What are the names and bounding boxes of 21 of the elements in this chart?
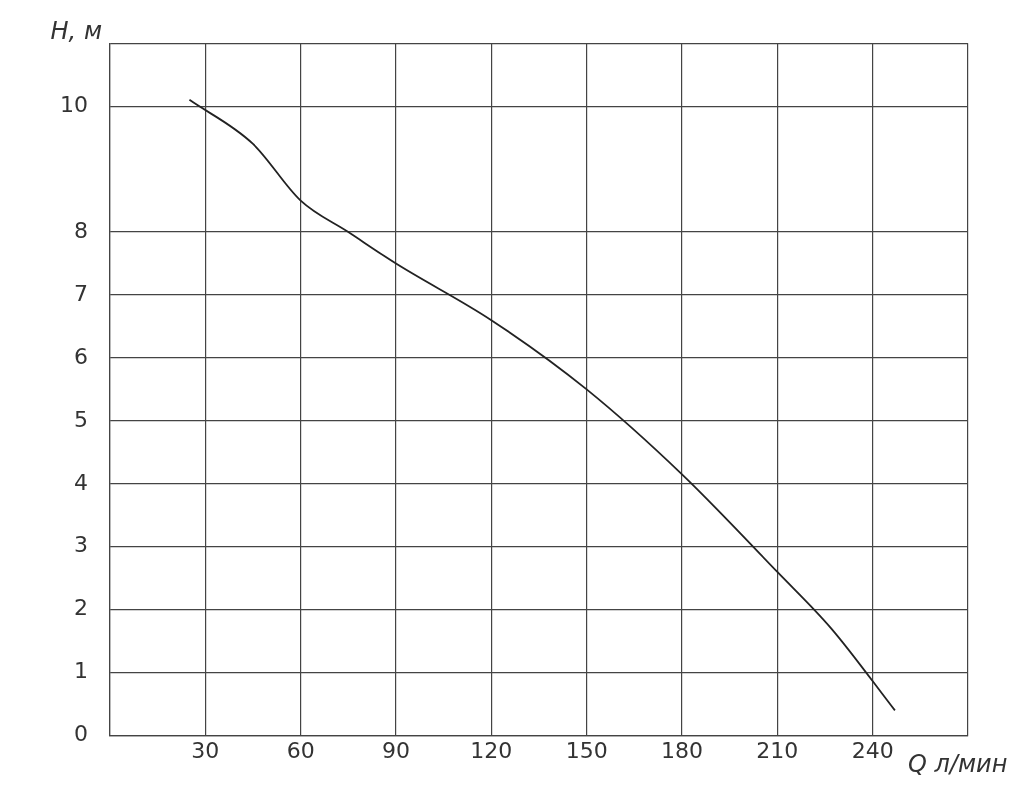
y-tick-label: 3	[73, 532, 88, 558]
x-tick-label: 210	[756, 737, 799, 763]
x-axis-title: Q л/мин	[908, 749, 1008, 778]
x-tick-label: 120	[470, 737, 513, 763]
x-tick-label: 150	[565, 737, 608, 763]
x-tick-label: 240	[851, 737, 894, 763]
y-tick-label: 1	[73, 658, 88, 684]
x-tick-label: 60	[286, 737, 315, 763]
y-tick-label: 7	[73, 280, 88, 306]
x-tick-label: 90	[382, 737, 410, 763]
line-series	[188, 98, 896, 712]
x-tick-label: 30	[191, 737, 220, 763]
y-tick-label: 10	[59, 91, 88, 117]
y-tick-label: 5	[73, 406, 88, 432]
x-tick-label: 180	[661, 737, 703, 763]
y-tick-label: 0	[73, 721, 88, 747]
y-tick-label: 8	[73, 217, 88, 243]
y-axis-title: H, м	[50, 17, 102, 46]
y-tick-label: 4	[73, 469, 88, 495]
y-tick-label: 6	[73, 343, 88, 369]
y-tick-label: 2	[73, 595, 88, 621]
